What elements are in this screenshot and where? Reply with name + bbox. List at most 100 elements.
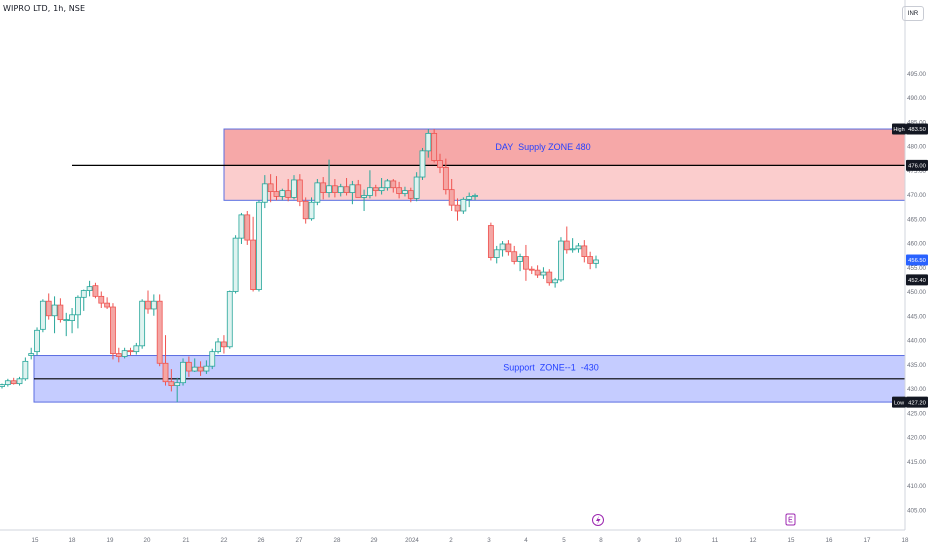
x-tick-label: 18 — [902, 537, 909, 544]
candle — [413, 172, 420, 202]
candle — [279, 188, 286, 201]
price-badge: Low 427.20 — [892, 396, 928, 408]
candle-body — [104, 302, 111, 308]
price-badge: 476.00 — [906, 159, 928, 171]
candle — [80, 289, 87, 311]
candle — [581, 240, 588, 263]
candle — [472, 193, 478, 201]
candle-body — [127, 350, 134, 353]
candle-body — [232, 237, 239, 292]
candle-body — [156, 300, 163, 364]
x-tick-label: 17 — [864, 537, 871, 544]
y-tick-label: 440.00 — [907, 338, 926, 345]
candle — [22, 357, 29, 381]
candle-body — [221, 341, 227, 348]
candle-body — [150, 300, 157, 310]
candle-body — [238, 214, 245, 239]
candle-body — [587, 256, 594, 264]
candle — [168, 369, 175, 392]
candle-body — [402, 190, 408, 194]
candle-body — [378, 187, 385, 192]
x-tick-label: 21 — [183, 537, 190, 544]
price-badge-value: 427.20 — [908, 400, 926, 406]
candle-body — [528, 268, 535, 271]
price-badge-tag-label: Low — [894, 400, 904, 406]
candle — [0, 383, 5, 389]
candle-body — [523, 256, 529, 270]
candle — [139, 299, 146, 349]
candle-body — [174, 382, 181, 386]
candle-body — [493, 249, 500, 258]
candle-body — [250, 239, 257, 290]
candle — [355, 179, 362, 198]
supply-zone-lower — [224, 165, 905, 201]
price-badge: High 483.50 — [892, 123, 928, 135]
candle — [367, 170, 373, 199]
y-tick-label: 410.00 — [907, 483, 926, 490]
candle-body — [367, 187, 373, 196]
candle — [493, 245, 500, 264]
candle-body — [431, 132, 438, 161]
candle-body — [168, 381, 175, 386]
candle-body — [75, 296, 81, 316]
candle-body — [540, 271, 547, 276]
candle-body — [191, 366, 198, 372]
candle — [396, 181, 403, 199]
candle-body — [226, 291, 233, 348]
candle-body — [69, 314, 75, 321]
candle-body — [314, 182, 321, 203]
y-tick-label: 490.00 — [907, 95, 926, 102]
candle-body — [296, 179, 303, 202]
candle-body — [505, 243, 512, 253]
candle — [51, 296, 58, 334]
candle — [487, 222, 494, 261]
candle — [331, 178, 338, 198]
candle — [320, 177, 327, 200]
candle-body — [121, 350, 128, 357]
candle — [45, 293, 52, 320]
candle — [593, 255, 599, 269]
price-badge-tag-label: High — [893, 127, 904, 133]
candle — [431, 129, 438, 163]
candle-body — [384, 180, 391, 189]
zone-labels-layer: DAY Supply ZONE 480 Support ZONE--1 -430 — [495, 142, 598, 372]
x-tick-label: 10 — [675, 537, 682, 544]
x-tick-label: 8 — [599, 537, 603, 544]
x-tick-label: 22 — [221, 537, 228, 544]
candle-body — [534, 269, 541, 276]
currency-button[interactable]: INR — [902, 6, 924, 21]
supply-zone-upper — [224, 129, 905, 166]
candle — [569, 238, 576, 253]
candle-body — [499, 243, 506, 251]
price-badge-box — [906, 254, 928, 266]
candle-body — [448, 189, 455, 206]
candle — [63, 312, 70, 337]
candle — [552, 277, 559, 288]
candle-body — [185, 361, 192, 372]
candle — [86, 280, 93, 297]
candle — [209, 348, 216, 370]
axes-layer: 405.00 410.00 415.00 420.00 425.00 430.00 435.… — [0, 0, 927, 544]
lightning-icon[interactable] — [592, 514, 604, 526]
candle — [57, 298, 64, 323]
candle — [419, 147, 426, 180]
candle — [390, 178, 397, 193]
candle — [540, 267, 547, 279]
y-tick-label: 425.00 — [907, 410, 926, 417]
candle — [4, 378, 11, 387]
candle-body — [396, 187, 403, 194]
candle — [121, 347, 128, 359]
candle — [250, 216, 257, 292]
candle-body — [197, 366, 204, 372]
candle-body — [563, 240, 570, 251]
candle-body — [466, 196, 473, 200]
earnings-icon[interactable] — [785, 513, 796, 526]
y-tick-label: 495.00 — [907, 71, 926, 78]
x-tick-label: 28 — [334, 537, 341, 544]
candle — [460, 197, 467, 214]
candle — [448, 178, 455, 211]
y-tick-label: 420.00 — [907, 435, 926, 442]
x-tick-label: 20 — [144, 537, 151, 544]
